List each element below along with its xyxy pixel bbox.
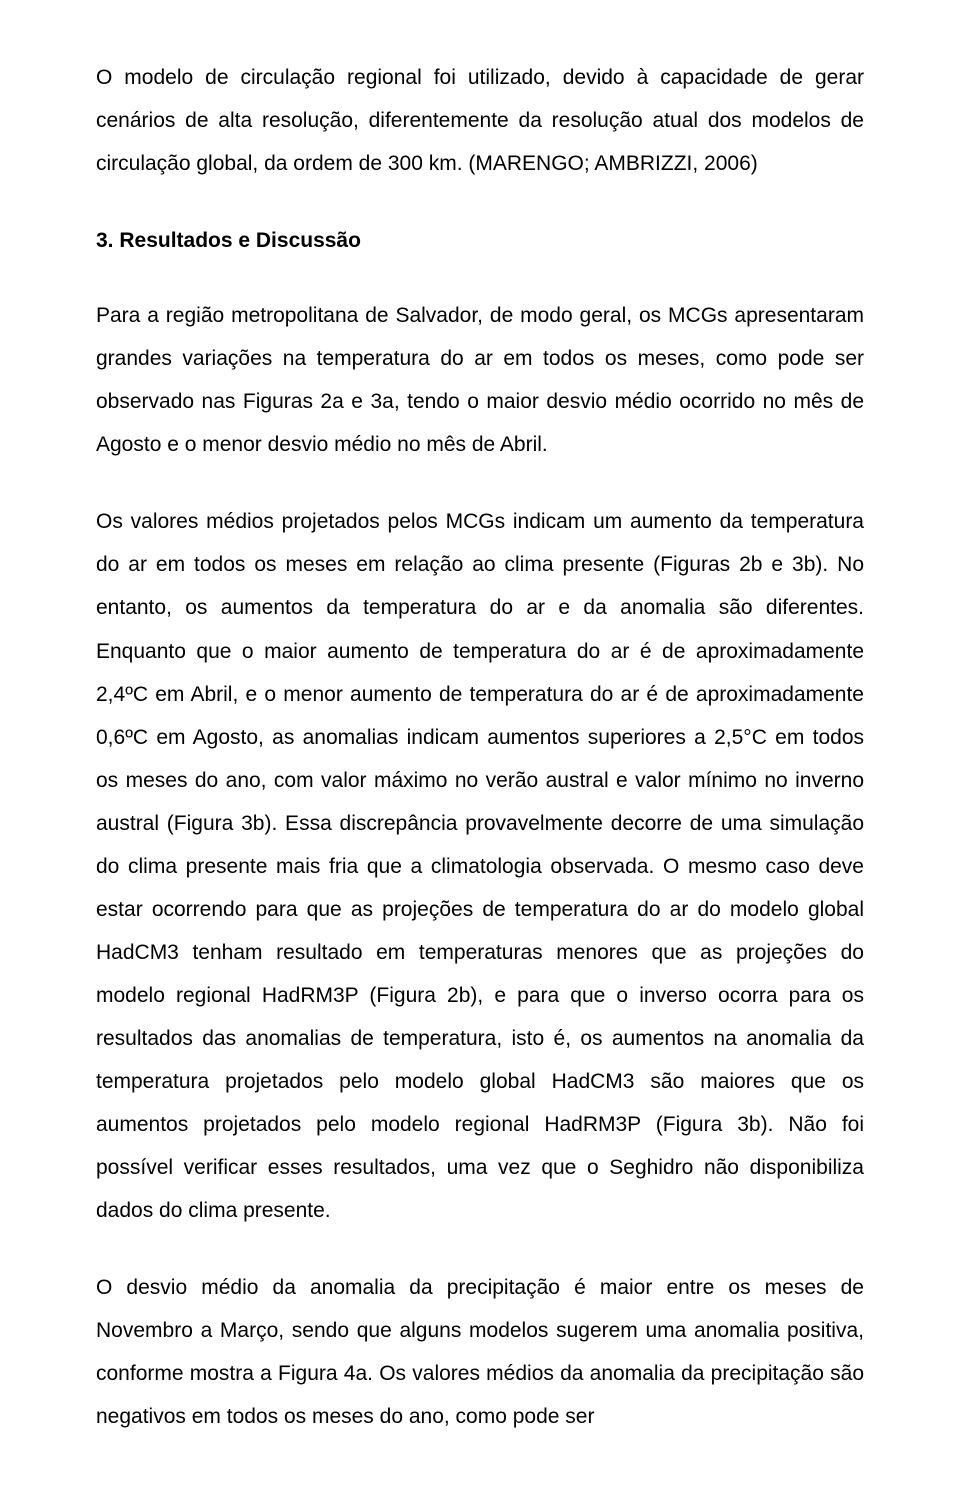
document-page: O modelo de circulação regional foi util…: [0, 0, 960, 1494]
paragraph-results-2: Os valores médios projetados pelos MCGs …: [96, 500, 864, 1232]
paragraph-results-1: Para a região metropolitana de Salvador,…: [96, 294, 864, 466]
paragraph-results-3: O desvio médio da anomalia da precipitaç…: [96, 1266, 864, 1438]
paragraph-intro: O modelo de circulação regional foi util…: [96, 56, 864, 185]
section-heading-results: 3. Resultados e Discussão: [96, 219, 864, 262]
